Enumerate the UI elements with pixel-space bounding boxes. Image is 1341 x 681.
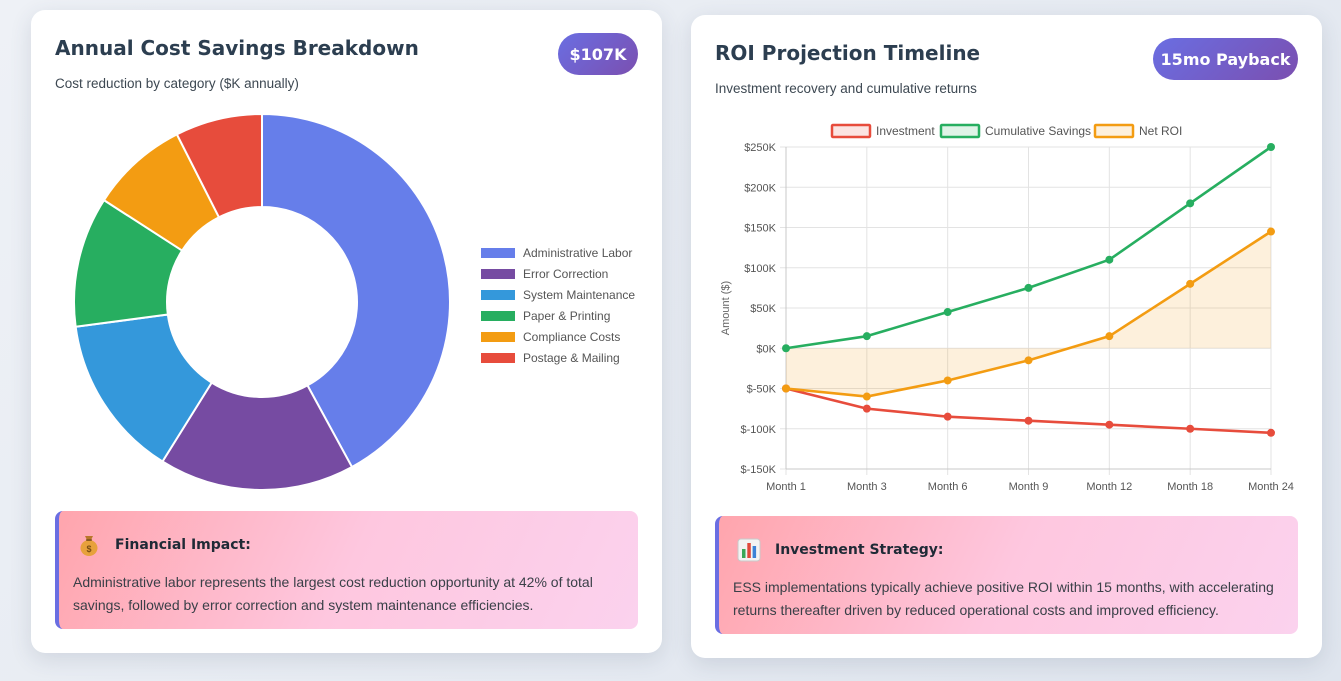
legend-swatch [481, 332, 515, 342]
legend-item-postage-mailing[interactable]: Postage & Mailing [481, 351, 620, 365]
legend-item-net-roi[interactable]: Net ROI [1093, 123, 1182, 139]
cost-savings-card: Annual Cost Savings Breakdown Cost reduc… [31, 10, 662, 653]
legend-label: Error Correction [523, 267, 608, 281]
y-axis-title: Amount ($) [720, 281, 732, 335]
y-tick-label: $0K [756, 343, 776, 355]
line-chart[interactable]: $250K $200K $150K $100K $50K $0K $-50K $-100K $-… [691, 115, 1322, 500]
legend-label: Investment [876, 124, 935, 138]
slice-error-correction[interactable] [161, 381, 354, 491]
point-investment[interactable] [1024, 416, 1033, 425]
legend-item-error-correction[interactable]: Error Correction [481, 267, 608, 281]
point-net-roi[interactable] [1186, 279, 1195, 288]
legend-label: Postage & Mailing [523, 351, 620, 365]
legend-swatch [481, 290, 515, 300]
y-tick-label: $150K [744, 223, 776, 235]
slice-administrative-labor[interactable] [261, 112, 451, 469]
financial-impact-callout: $ Financial Impact: Administrative labor… [55, 511, 638, 629]
point-investment[interactable] [862, 404, 871, 413]
payback-badge: 15mo Payback [1153, 38, 1298, 80]
legend-item-system-maintenance[interactable]: System Maintenance [481, 288, 635, 302]
total-savings-badge: $107K [558, 33, 638, 75]
legend-label: Paper & Printing [523, 309, 610, 323]
area-net-roi [786, 231, 1271, 397]
point-cumulative-savings[interactable] [1267, 143, 1275, 151]
point-cumulative-savings[interactable] [862, 332, 871, 341]
card-title: ROI Projection Timeline [715, 41, 981, 65]
x-tick-label: Month 9 [1009, 481, 1049, 493]
legend-swatch [481, 248, 515, 258]
point-investment[interactable] [943, 412, 952, 421]
legend-label: Cumulative Savings [985, 124, 1091, 138]
callout-text: Administrative labor represents the larg… [73, 574, 593, 613]
legend-label: Compliance Costs [523, 330, 620, 344]
investment-strategy-callout: Investment Strategy: ESS implementations… [715, 516, 1298, 634]
y-tick-label: $250K [744, 142, 776, 154]
point-net-roi[interactable] [1105, 332, 1114, 341]
point-net-roi[interactable] [782, 384, 790, 393]
point-net-roi[interactable] [1024, 356, 1033, 365]
legend-item-investment[interactable]: Investment [830, 123, 935, 139]
card-title: Annual Cost Savings Breakdown [55, 36, 419, 60]
svg-text:$: $ [86, 544, 91, 554]
point-net-roi[interactable] [862, 392, 871, 401]
point-cumulative-savings[interactable] [782, 344, 790, 353]
point-cumulative-savings[interactable] [1186, 199, 1195, 208]
point-cumulative-savings[interactable] [1024, 283, 1033, 292]
legend-swatch [481, 269, 515, 279]
x-tick-label: Month 24 [1248, 481, 1294, 493]
y-tick-label: $-150K [741, 464, 777, 476]
legend-swatch [1093, 123, 1135, 139]
x-tick-label: Month 6 [928, 481, 968, 493]
legend-swatch [939, 123, 981, 139]
y-tick-label: $-50K [747, 384, 777, 396]
point-cumulative-savings[interactable] [943, 308, 952, 317]
point-investment[interactable] [1267, 428, 1275, 437]
legend-label: Net ROI [1139, 124, 1182, 138]
legend-swatch [830, 123, 872, 139]
callout-text: ESS implementations typically achieve po… [733, 579, 1274, 618]
legend-swatch [481, 311, 515, 321]
legend-label: Administrative Labor [523, 246, 632, 260]
callout-title: Financial Impact: [115, 537, 251, 553]
legend-label: System Maintenance [523, 288, 635, 302]
series-net-roi[interactable] [782, 227, 1275, 401]
doughnut-chart[interactable]: Administrative Labor Error Correction Syst… [31, 105, 662, 500]
callout-title: Investment Strategy: [775, 542, 944, 558]
legend-swatch [481, 353, 515, 363]
series-cumulative-savings[interactable] [782, 143, 1275, 353]
point-investment[interactable] [1186, 424, 1195, 433]
x-tick-label: Month 1 [766, 481, 806, 493]
money-bag-icon: $ [77, 533, 101, 557]
x-tick-label: Month 12 [1086, 481, 1132, 493]
x-tick-label: Month 3 [847, 481, 887, 493]
slice-postage-mailing[interactable] [175, 112, 263, 219]
legend-item-administrative-labor[interactable]: Administrative Labor [481, 246, 632, 260]
y-tick-label: $200K [744, 182, 776, 194]
card-subtitle: Cost reduction by category ($K annually) [55, 76, 299, 91]
series-investment[interactable] [782, 384, 1275, 437]
y-tick-label: $100K [744, 263, 776, 275]
legend-item-paper-printing[interactable]: Paper & Printing [481, 309, 610, 323]
point-net-roi[interactable] [943, 376, 952, 385]
y-tick-label: $-100K [741, 424, 777, 436]
bar-chart-icon [737, 538, 761, 562]
card-subtitle: Investment recovery and cumulative retur… [715, 81, 977, 96]
point-investment[interactable] [1105, 420, 1114, 429]
legend-item-cumulative-savings[interactable]: Cumulative Savings [939, 123, 1091, 139]
x-tick-label: Month 18 [1167, 481, 1213, 493]
y-tick-label: $50K [750, 303, 776, 315]
legend-item-compliance-costs[interactable]: Compliance Costs [481, 330, 620, 344]
point-net-roi[interactable] [1267, 227, 1275, 236]
point-cumulative-savings[interactable] [1105, 255, 1114, 264]
roi-projection-card: ROI Projection Timeline Investment recov… [691, 15, 1322, 658]
